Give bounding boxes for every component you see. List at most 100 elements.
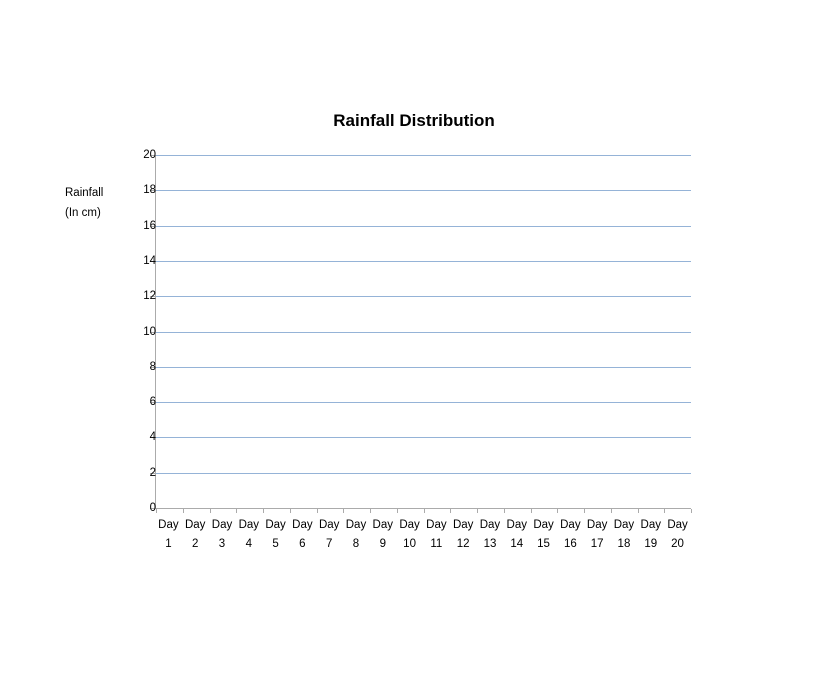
y-axis-title-line: (In cm) (65, 207, 101, 219)
x-axis-category-label-line: 8 (352, 538, 360, 550)
x-axis-category-label-line: Day (533, 519, 554, 531)
y-axis-tick (150, 296, 155, 297)
y-axis-tick-label: 12 (143, 290, 156, 302)
x-axis-category-label-line: Day (292, 519, 313, 531)
x-axis-tick (477, 509, 478, 513)
x-axis-tick (290, 509, 291, 513)
x-axis-tick (664, 509, 665, 513)
x-axis-category-label: Day 12 (450, 516, 477, 554)
x-axis-category-label-line: 5 (272, 538, 279, 550)
gridline (156, 473, 691, 474)
x-axis-category-label: Day 5 (262, 516, 289, 554)
y-axis-tick-label: 18 (143, 184, 156, 196)
x-axis-category-label: Day 18 (611, 516, 638, 554)
y-axis-tick (150, 402, 155, 403)
x-axis-category-label-line: 12 (456, 538, 470, 550)
x-axis-labels: Day 1 Day 2 Day 3 Day 4 Day 5 Day 6 Day 7 Day 8 Day 9 Day 1… (155, 516, 691, 554)
y-axis-tick-label: 0 (149, 502, 156, 514)
x-axis-category-label: Day 1 (155, 516, 182, 554)
x-axis-tick (557, 509, 558, 513)
y-axis-tick (150, 332, 155, 333)
plot-area: 0 2 4 6 8 10 12 14 16 18 20 (143, 149, 692, 514)
x-axis-category-label-line: Day (506, 519, 527, 531)
y-axis-tick-label: 2 (149, 467, 156, 479)
x-axis-tick (584, 509, 585, 513)
x-axis-category-label-line: 18 (617, 538, 631, 550)
x-axis-category-label-line: 1 (165, 538, 172, 550)
y-axis-tick (150, 190, 155, 191)
x-axis-category-label: Day 6 (289, 516, 316, 554)
x-axis-category-label-line: 9 (379, 538, 386, 550)
x-axis-category-label-line: Day (452, 519, 474, 531)
x-axis-tick (156, 509, 157, 513)
y-axis-tick (150, 261, 155, 262)
x-axis-tick (397, 509, 398, 513)
x-axis-category-label: Day 14 (503, 516, 530, 554)
y-axis-tick (150, 473, 155, 474)
x-axis-category-label: Day 19 (637, 516, 664, 554)
x-axis-category-label: Day 16 (557, 516, 584, 554)
x-axis-category-label-line: 2 (191, 538, 199, 550)
x-axis-category-label-line: Day (372, 519, 393, 531)
x-axis-tick (611, 509, 612, 513)
x-axis-tick (210, 509, 211, 513)
x-axis-category-label-line: Day (158, 519, 179, 531)
x-axis-category-label-line: 6 (299, 538, 306, 550)
x-axis-tick (343, 509, 344, 513)
x-axis-tick (504, 509, 505, 513)
x-axis-category-label: Day 9 (369, 516, 396, 554)
x-axis-category-label-line: Day (426, 519, 447, 531)
y-axis-title: Rainfall (In cm) (65, 183, 103, 223)
x-axis-category-label-line: Day (399, 519, 420, 531)
y-axis-tick-label: 10 (143, 326, 156, 338)
y-axis-tick-label: 20 (143, 149, 156, 161)
x-axis-category-label-line: Day (238, 519, 260, 531)
x-axis-category-label-line: 13 (483, 538, 497, 550)
x-axis-category-label-line: Day (586, 519, 608, 531)
x-axis-category-label-line: 16 (563, 538, 577, 550)
y-axis-tick-label: 4 (149, 431, 156, 443)
gridline (156, 367, 691, 368)
x-axis-category-label-line: 10 (403, 538, 416, 550)
y-axis-tick (150, 437, 155, 438)
y-axis-tick-label: 14 (143, 255, 156, 267)
x-axis-category-label-line: Day (345, 519, 367, 531)
x-axis-category-label: Day 17 (584, 516, 611, 554)
x-axis-category-label: Day 2 (182, 516, 209, 554)
x-axis-category-label-line: Day (613, 519, 635, 531)
x-axis-category-label: Day 13 (477, 516, 504, 554)
x-axis-tick (638, 509, 639, 513)
x-axis-tick (531, 509, 532, 513)
x-axis-tick (450, 509, 451, 513)
x-axis-category-label-line: 3 (218, 538, 226, 550)
x-axis-category-label-line: 15 (537, 538, 550, 550)
gridline (156, 261, 691, 262)
x-axis-category-label-line: Day (318, 519, 340, 531)
x-axis-category-label-line: 17 (590, 538, 604, 550)
x-axis-tick (236, 509, 237, 513)
gridline (156, 332, 691, 333)
x-axis-category-label-line: 4 (245, 538, 252, 550)
x-axis-category-label: Day 7 (316, 516, 343, 554)
x-axis-tick (263, 509, 264, 513)
x-axis-category-label-line: 20 (671, 538, 684, 550)
x-axis-category-label-line: 19 (644, 538, 658, 550)
x-axis-category-label-line: Day (560, 519, 581, 531)
x-axis-category-label-line: 11 (430, 538, 443, 550)
gridline (156, 226, 691, 227)
x-axis-category-label: Day 3 (209, 516, 236, 554)
x-axis-category-label: Day 10 (396, 516, 423, 554)
x-axis-category-label-line: Day (265, 519, 286, 531)
x-axis-tick (370, 509, 371, 513)
y-axis-tick-label: 8 (149, 361, 156, 373)
gridline (156, 402, 691, 403)
x-axis-category-label-line: Day (211, 519, 233, 531)
x-axis-category-label-line: 7 (325, 538, 333, 550)
y-axis-tick-label: 16 (143, 220, 156, 232)
y-axis-tick (150, 367, 155, 368)
x-axis-category-label: Day 20 (664, 516, 691, 554)
y-axis-tick-label: 6 (149, 396, 156, 408)
x-axis-category-label: Day 8 (343, 516, 370, 554)
gridline (156, 190, 691, 191)
